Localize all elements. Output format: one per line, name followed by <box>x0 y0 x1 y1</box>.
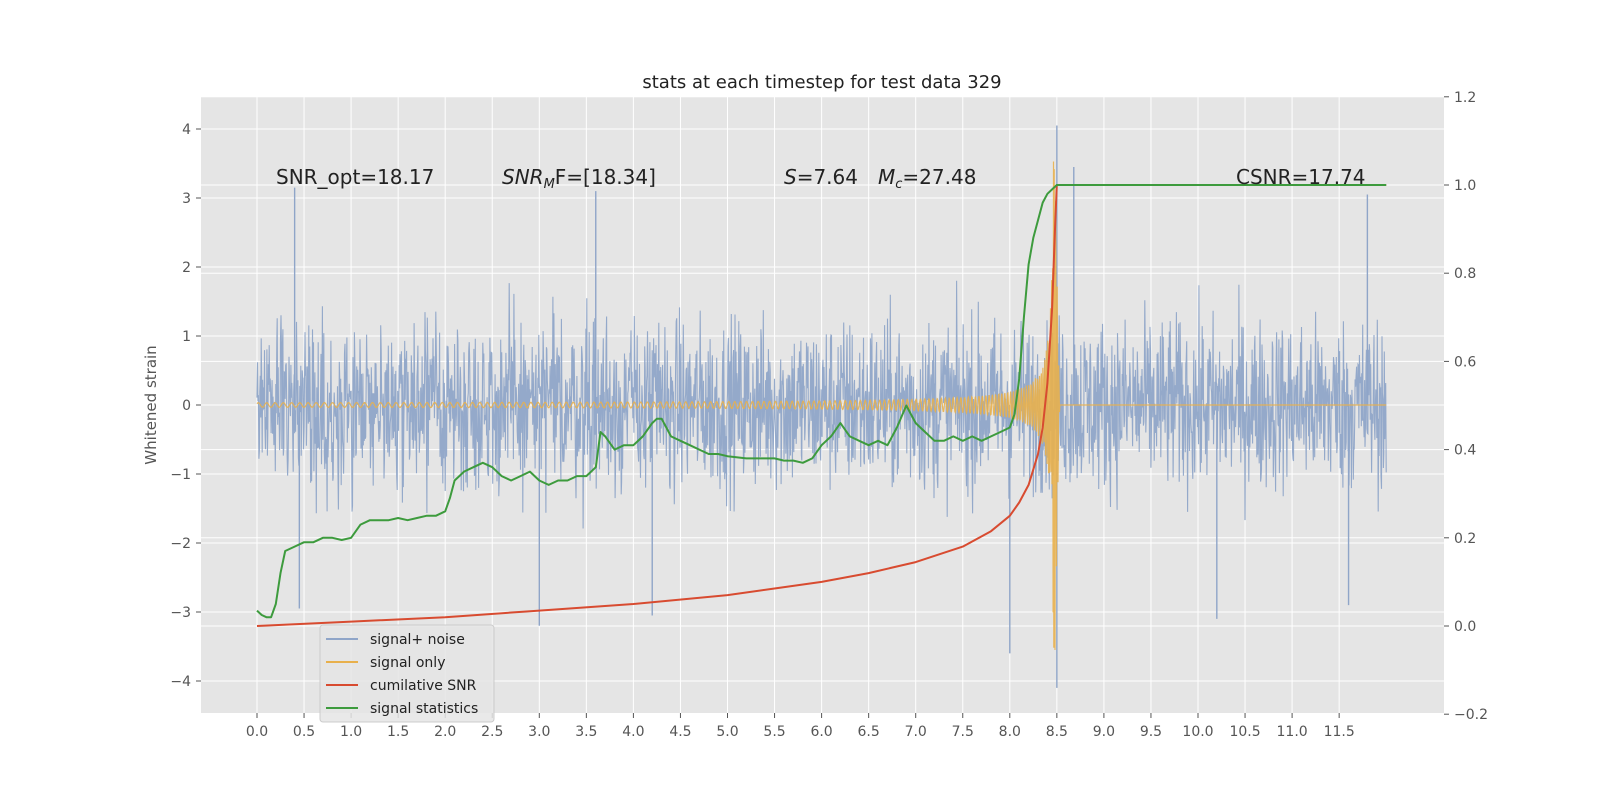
x-tick-label: 9.5 <box>1140 724 1162 740</box>
y2-tick-label: 0.6 <box>1454 354 1476 370</box>
annotation-mc-sub: c <box>895 177 902 192</box>
annotation-mc-value: =27.48 <box>902 165 976 189</box>
x-tick-label: 0.0 <box>246 724 268 740</box>
y2-tick-label: −0.2 <box>1454 707 1488 723</box>
x-tick-label: 4.0 <box>622 724 644 740</box>
x-tick-label: 2.5 <box>481 724 503 740</box>
series-signal-only <box>256 161 1387 651</box>
legend-label-signal-only: signal only <box>370 655 445 671</box>
y-tick-label: 3 <box>182 191 191 207</box>
series-signal-statistics <box>256 184 1387 619</box>
annotation-s-symbol: S <box>784 165 797 189</box>
y-tick-label: −4 <box>170 674 191 690</box>
x-tick-label: 1.0 <box>340 724 362 740</box>
x-tick-label: 11.0 <box>1277 724 1308 740</box>
x-tick-label: 7.0 <box>905 724 927 740</box>
y-tick-label: 2 <box>182 260 191 276</box>
x-tick-label: 5.0 <box>716 724 738 740</box>
x-tick-label: 7.5 <box>952 724 974 740</box>
y2-tick-label: 0.2 <box>1454 531 1476 547</box>
y-tick-label: 0 <box>182 398 191 414</box>
y-tick-label: 1 <box>182 329 191 345</box>
x-tick-label: 0.5 <box>293 724 315 740</box>
y2-tick-label: 0.0 <box>1454 619 1476 635</box>
legend-label-cumulative-snr: cumilative SNR <box>370 678 477 694</box>
y-tick-label: −1 <box>170 467 191 483</box>
y-tick-label: −2 <box>170 536 191 552</box>
x-tick-label: 8.0 <box>999 724 1021 740</box>
annotation-snr-opt: SNR_opt=18.17 <box>276 165 434 189</box>
x-tick-label: 6.5 <box>858 724 880 740</box>
x-tick-label: 10.0 <box>1182 724 1213 740</box>
y-axis-right: 1.2 1.0 0.8 0.6 0.4 0.2 0.0 −0.2 <box>1444 90 1488 723</box>
x-tick-label: 3.5 <box>575 724 597 740</box>
x-tick-label: 6.0 <box>810 724 832 740</box>
x-tick-label: 8.5 <box>1046 724 1068 740</box>
annotation-snr-mf-sub: M <box>544 177 555 192</box>
legend-label-signal-noise: signal+ noise <box>370 632 465 648</box>
chart-title: stats at each timestep for test data 329 <box>642 72 1001 93</box>
annotation-s-value: =7.64 <box>797 165 858 189</box>
x-tick-label: 1.5 <box>387 724 409 740</box>
series-cumulative-snr <box>256 184 1387 627</box>
x-tick-label: 2.0 <box>434 724 456 740</box>
legend-box <box>319 624 495 723</box>
y2-tick-label: 0.8 <box>1454 266 1476 282</box>
annotation-mc: Mc=27.48 <box>878 165 976 192</box>
annotation-snr-mf-value: F=[18.34] <box>555 165 656 189</box>
legend-label-signal-statistics: signal statistics <box>370 701 478 717</box>
annotation-s: S=7.64 <box>784 165 858 189</box>
series-signal-noise <box>256 280 1387 529</box>
x-tick-label: 5.5 <box>763 724 785 740</box>
x-axis: 0.0 0.5 1.0 1.5 2.0 2.5 3.0 3.5 4.0 4.5 5.0 5.5 6.0 6… <box>246 713 1355 740</box>
series-layer <box>256 125 1387 688</box>
annotation-mc-symbol: M <box>878 165 895 189</box>
x-tick-label: 10.5 <box>1229 724 1260 740</box>
x-tick-label: 11.5 <box>1324 724 1355 740</box>
x-tick-label: 3.0 <box>528 724 550 740</box>
x-tick-label: 4.5 <box>669 724 691 740</box>
annotation-snr-mf-main: SNR <box>502 165 544 189</box>
x-tick-label: 9.0 <box>1093 724 1115 740</box>
y2-tick-label: 0.4 <box>1454 443 1476 459</box>
y-axis-label: Whitened strain <box>142 345 160 464</box>
y2-tick-label: 1.2 <box>1454 90 1476 106</box>
legend: signal+ noise signal only cumilative SNR… <box>319 624 495 723</box>
annotation-snr-mf: SNRMF=[18.34] <box>502 165 656 192</box>
y-axis-left: 4 3 2 1 0 −1 −2 −3 −4 <box>170 122 201 690</box>
y-tick-label: −3 <box>170 605 191 621</box>
y2-tick-label: 1.0 <box>1454 178 1476 194</box>
y-tick-label: 4 <box>182 122 191 138</box>
annotation-csnr: CSNR=17.74 <box>1236 165 1366 189</box>
